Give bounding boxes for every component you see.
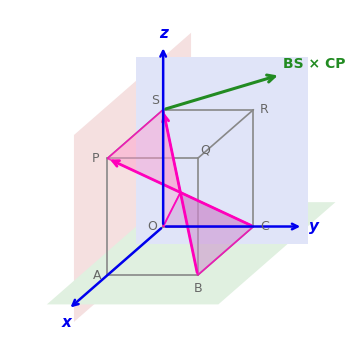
Polygon shape bbox=[163, 193, 253, 226]
Text: x: x bbox=[61, 315, 71, 330]
Text: B: B bbox=[194, 282, 202, 295]
Text: O: O bbox=[147, 220, 157, 233]
Polygon shape bbox=[107, 110, 181, 193]
Text: C: C bbox=[260, 220, 269, 233]
Text: Q: Q bbox=[200, 143, 210, 156]
Text: P: P bbox=[92, 152, 99, 165]
Text: A: A bbox=[93, 269, 101, 282]
Polygon shape bbox=[181, 193, 253, 275]
Text: z: z bbox=[159, 26, 168, 41]
Text: S: S bbox=[151, 94, 159, 108]
Text: y: y bbox=[309, 219, 319, 234]
Polygon shape bbox=[74, 33, 191, 322]
Polygon shape bbox=[47, 202, 335, 304]
Text: R: R bbox=[260, 103, 269, 116]
Polygon shape bbox=[136, 57, 308, 244]
Text: BS × CP: BS × CP bbox=[283, 57, 345, 71]
Polygon shape bbox=[163, 110, 181, 226]
